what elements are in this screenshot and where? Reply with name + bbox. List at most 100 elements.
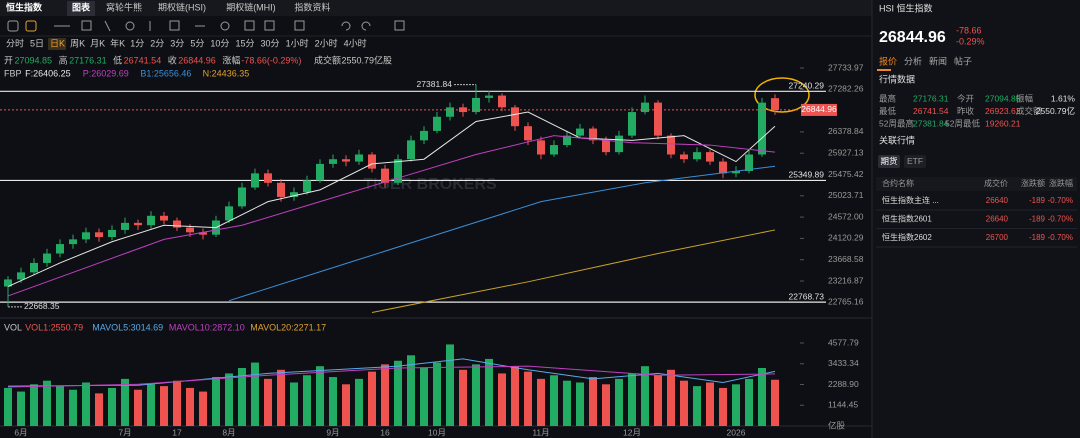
tab[interactable]: 窝轮牛熊	[106, 1, 142, 12]
candle-body	[732, 170, 740, 174]
icon[interactable]	[125, 21, 135, 31]
period[interactable]: 月K	[90, 38, 105, 48]
stat-label: 昨收	[957, 106, 975, 116]
tab[interactable]: 期权链(HSI)	[158, 1, 206, 12]
toolbar[interactable]	[7, 20, 405, 32]
volume-bar	[433, 362, 441, 426]
candle-body	[4, 279, 12, 287]
volume-bar	[199, 391, 207, 426]
moving-average	[7, 135, 776, 297]
stat-value: 26741.54	[913, 106, 949, 116]
candle-body	[277, 182, 285, 197]
candle-body	[628, 112, 636, 136]
side-panel	[873, 0, 1080, 438]
indicator-name: VOL	[4, 322, 22, 332]
table-cell: 26640	[986, 215, 1009, 224]
volume-bar	[342, 384, 350, 426]
period[interactable]: 2分	[150, 38, 164, 48]
candle-body	[134, 222, 142, 226]
side-tab[interactable]: 报价	[879, 55, 897, 66]
moving-average	[7, 111, 776, 287]
candle-body	[17, 272, 25, 280]
period[interactable]: 30分	[261, 38, 280, 48]
chip[interactable]	[904, 155, 926, 168]
x-tick-label: 9月	[326, 427, 339, 437]
icon[interactable]	[341, 21, 351, 31]
quote-value: 27094.85	[15, 55, 53, 65]
period[interactable]: 1分	[130, 38, 144, 48]
candle-body	[498, 95, 506, 108]
icon[interactable]	[394, 20, 405, 31]
chip-label[interactable]: 期货	[880, 156, 898, 166]
icon[interactable]	[81, 20, 92, 31]
y-tick-label: 23668.58	[828, 254, 864, 264]
tab-underline	[877, 69, 891, 71]
candle-body	[654, 102, 662, 136]
icon[interactable]	[7, 20, 19, 32]
moving-average	[371, 229, 776, 313]
volume-bar	[355, 378, 363, 426]
icon[interactable]	[104, 20, 111, 32]
icon[interactable]	[264, 20, 275, 31]
period[interactable]: 5分	[190, 38, 204, 48]
period[interactable]: 5日	[30, 38, 44, 48]
period[interactable]: 2小时	[315, 37, 338, 48]
period-active[interactable]	[48, 38, 67, 50]
x-tick-label: 10月	[428, 427, 446, 437]
indicator-value: MAVOL10:2872.10	[169, 322, 245, 332]
table-cell: 26640	[986, 196, 1009, 205]
candle-body	[472, 97, 480, 113]
candle-body	[771, 98, 779, 110]
period[interactable]: 年K	[110, 37, 125, 48]
tab[interactable]: 指数资料	[294, 1, 330, 12]
y-tick-label: 25475.42	[828, 169, 864, 179]
volume-bar	[563, 380, 571, 426]
tab[interactable]: 恒生指数	[6, 1, 43, 12]
volume-bar	[680, 380, 688, 426]
candle-body	[563, 135, 571, 146]
y-tick-label: 24572.00	[828, 211, 864, 221]
table-cell[interactable]: 恒生指数主连 ...	[882, 195, 939, 205]
candle-body	[342, 159, 350, 162]
side-tab[interactable]: 新闻	[929, 55, 947, 66]
side-tab[interactable]: 帖子	[954, 55, 972, 66]
period[interactable]: 4小时	[344, 37, 367, 48]
y-tick-label: 25023.71	[828, 190, 864, 200]
period[interactable]: 周K	[70, 38, 85, 48]
volume-bar	[186, 387, 194, 426]
icon[interactable]	[361, 21, 371, 31]
side-tab[interactable]: 分析	[904, 55, 922, 66]
volume-bar	[589, 377, 597, 426]
tab[interactable]: 图表	[72, 1, 91, 12]
candle-body	[485, 95, 493, 98]
side-title: HSI 恒生指数	[879, 2, 933, 13]
table-header: 涨跌幅	[1049, 178, 1073, 188]
period[interactable]: 1小时	[286, 37, 309, 48]
period[interactable]: 10分	[210, 38, 229, 48]
icon[interactable]	[169, 20, 180, 31]
volume-bar	[472, 364, 480, 426]
icon[interactable]	[220, 21, 230, 31]
period[interactable]: 15分	[235, 38, 254, 48]
icon[interactable]	[25, 20, 37, 32]
chip[interactable]	[878, 155, 900, 168]
period[interactable]: 分时	[6, 37, 24, 48]
tab-active[interactable]	[67, 1, 95, 16]
volume-bar	[576, 382, 584, 426]
period[interactable]: 日K	[50, 38, 65, 48]
x-tick-label: 17	[172, 427, 182, 437]
last-price-label: 26844.96	[801, 104, 837, 114]
volume-bar	[30, 384, 38, 426]
chip-label[interactable]: ETF	[907, 156, 923, 166]
v-tick-label: 4577.79	[828, 337, 859, 347]
period[interactable]: 3分	[170, 38, 184, 48]
x-tick-label: 11月	[532, 427, 549, 437]
tab[interactable]: 期权链(MHI)	[226, 1, 276, 12]
level-label: 22768.73	[789, 291, 825, 301]
table-cell[interactable]: 恒生指数2601	[882, 214, 932, 224]
table-cell[interactable]: 恒生指数2602	[882, 232, 932, 242]
candle-body	[147, 215, 155, 226]
icon[interactable]	[294, 20, 305, 31]
stat-value: 2550.79亿	[1036, 106, 1075, 116]
icon[interactable]	[244, 20, 255, 31]
